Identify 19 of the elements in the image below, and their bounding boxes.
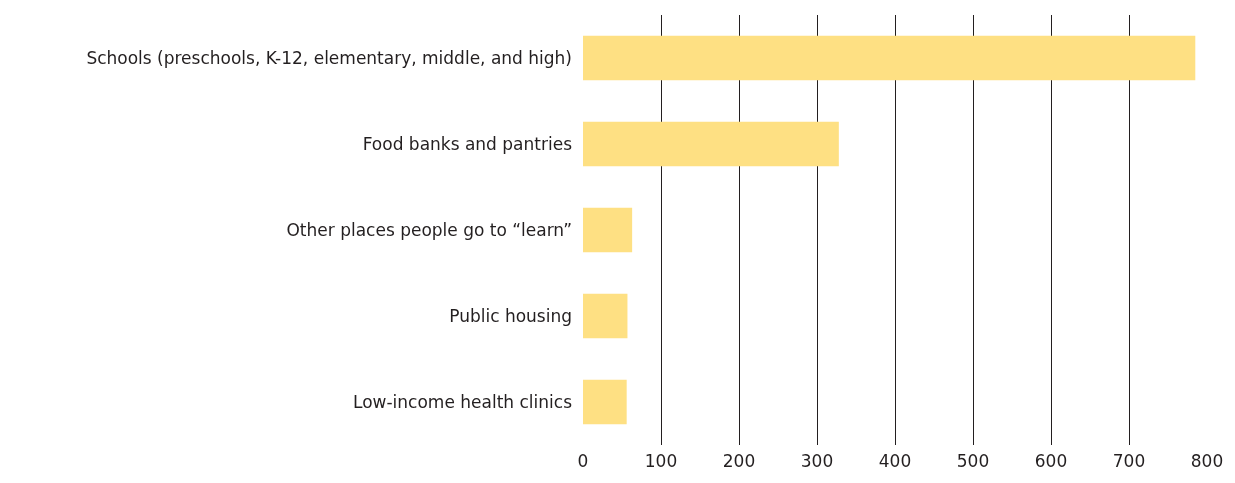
- y-tick-label: Schools (preschools, K-12, elementary, middle, and high): [86, 47, 572, 68]
- x-tick-label: 500: [956, 451, 990, 471]
- x-tick-label: 800: [1190, 451, 1224, 471]
- bar: [583, 121, 839, 167]
- x-tick-label: 200: [722, 451, 756, 471]
- x-tick-label: 600: [1034, 451, 1068, 471]
- x-tick-label: 0: [577, 451, 589, 471]
- y-tick-label: Food banks and pantries: [362, 133, 573, 154]
- y-tick-label: Other places people go to “learn”: [286, 219, 572, 240]
- x-tick-label: 400: [878, 451, 912, 471]
- x-tick-label: 300: [800, 451, 834, 471]
- y-tick-label: Low-income health clinics: [353, 391, 573, 412]
- bar: [583, 293, 628, 339]
- bar: [583, 379, 627, 425]
- x-tick-label: 100: [644, 451, 678, 471]
- bar: [583, 207, 633, 253]
- bar: [583, 35, 1196, 81]
- x-tick-label: 700: [1112, 451, 1146, 471]
- y-tick-label: Public housing: [449, 305, 572, 326]
